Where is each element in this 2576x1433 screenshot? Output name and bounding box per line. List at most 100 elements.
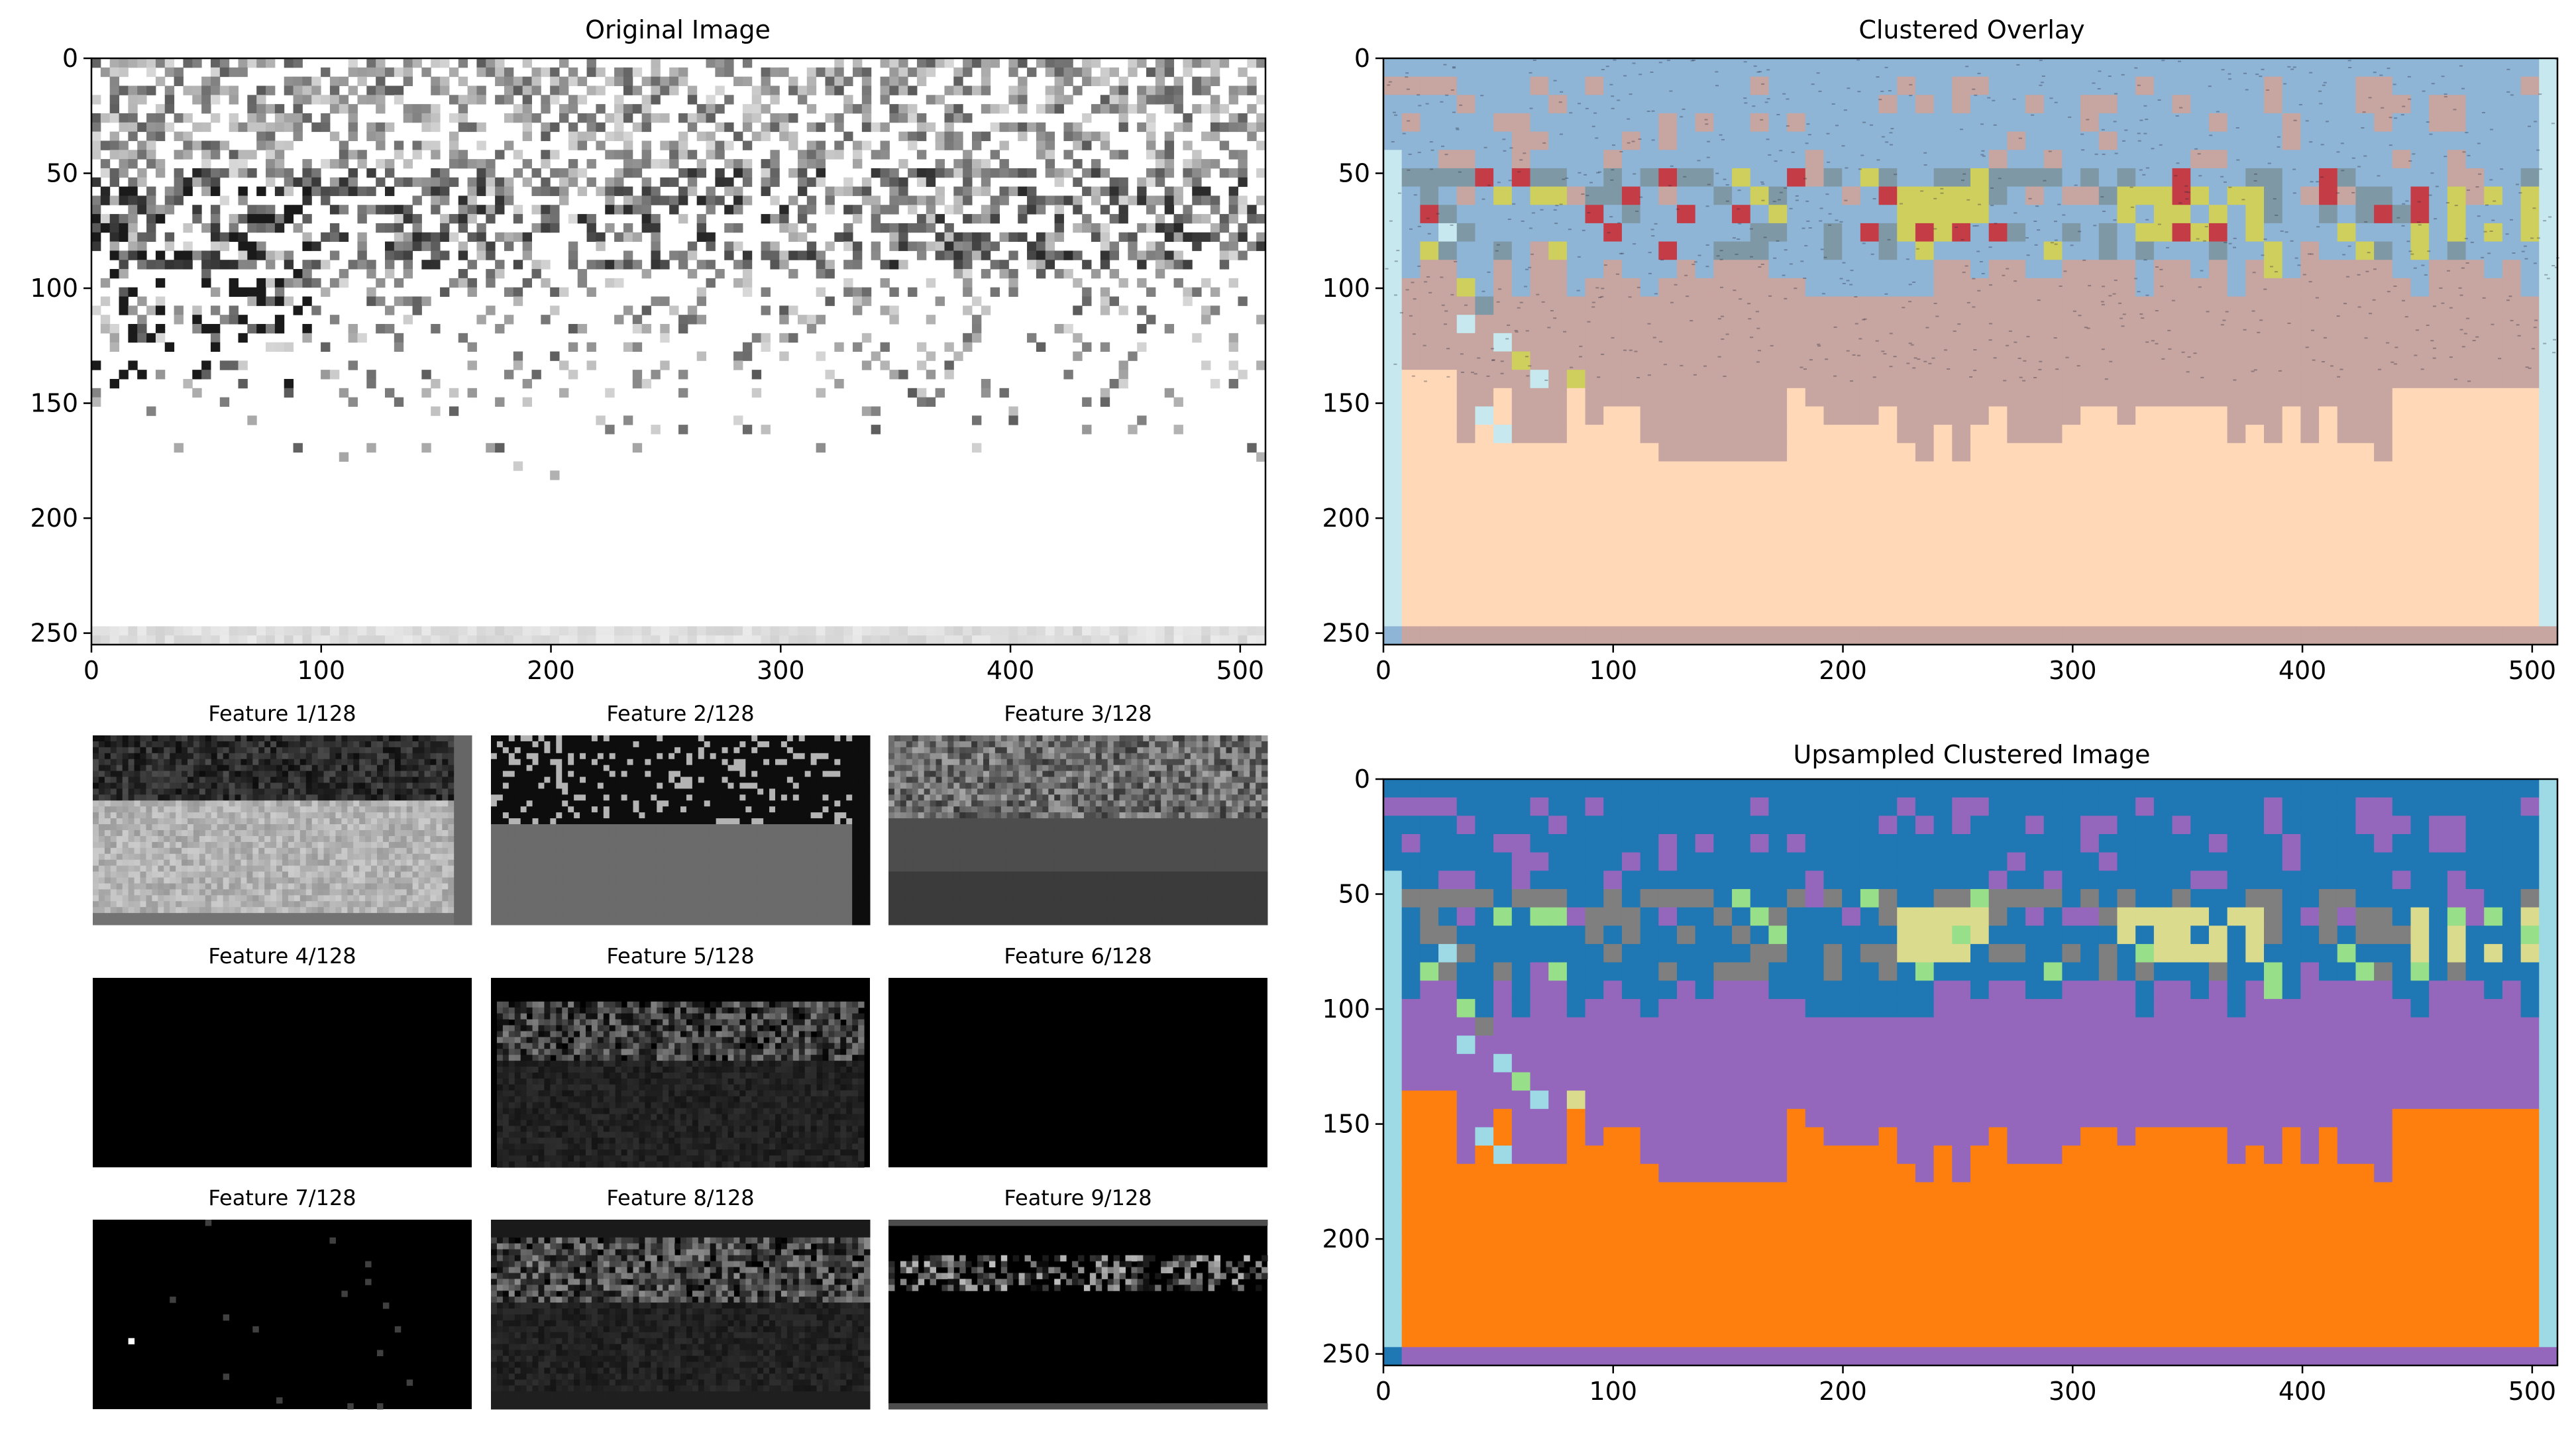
overlay-cell: [2172, 480, 2191, 499]
overlay-cell: [2319, 315, 2338, 334]
overlay-cell: [1713, 590, 1733, 609]
original-pixel: [696, 260, 707, 270]
original-pixel: [999, 104, 1009, 114]
overlay-cell: [1640, 480, 1659, 499]
original-pixel: [91, 626, 101, 636]
overlay-speckle: [1719, 258, 1723, 260]
original-pixel: [1210, 223, 1220, 233]
overlay-cell: [2062, 571, 2081, 590]
original-pixel: [458, 250, 468, 260]
original-pixel: [889, 195, 899, 205]
original-pixel: [641, 305, 651, 315]
original-pixel: [219, 58, 230, 68]
overlay-cell: [2465, 333, 2485, 352]
overlay-cell: [2429, 571, 2448, 590]
overlay-cell: [1970, 296, 1990, 315]
original-pixel: [1054, 205, 1064, 215]
overlay-speckle: [1611, 95, 1615, 97]
original-pixel: [348, 333, 358, 343]
original-pixel: [843, 95, 853, 105]
original-pixel: [440, 250, 450, 260]
overlay-cell: [2245, 626, 2265, 645]
overlay-cell: [2043, 58, 2063, 78]
overlay-speckle: [1498, 288, 1502, 290]
overlay-cell: [2282, 296, 2301, 315]
original-pixel: [1173, 214, 1183, 224]
original-pixel: [678, 626, 688, 636]
overlay-cell: [2135, 535, 2155, 554]
overlay-cell: [1475, 571, 1494, 590]
original-pixel: [238, 150, 248, 160]
overlay-cell: [1493, 516, 1513, 535]
original-pixel: [724, 223, 734, 233]
overlay-cell: [2337, 296, 2357, 315]
overlay-cell: [1823, 58, 1843, 78]
overlay-speckle: [1705, 205, 1709, 207]
overlay-cell: [2484, 443, 2503, 462]
original-pixel: [1091, 186, 1101, 196]
overlay-cell: [2374, 223, 2393, 242]
overlay-cell: [1401, 626, 1421, 645]
overlay-speckle: [1933, 197, 1937, 199]
original-pixel: [724, 58, 734, 68]
overlay-speckle: [2100, 301, 2104, 303]
original-pixel: [1146, 122, 1156, 133]
original-pixel: [1018, 95, 1028, 105]
original-pixel: [1137, 186, 1147, 196]
overlay-cell: [1420, 406, 1439, 425]
overlay-speckle: [1553, 317, 1557, 319]
overlay-cell: [1603, 590, 1623, 609]
original-pixel: [531, 186, 541, 196]
overlay-speckle: [1530, 253, 1534, 255]
original-pixel: [963, 333, 973, 343]
original-pixel: [926, 635, 936, 645]
original-pixel: [1228, 241, 1238, 251]
original-pixel: [192, 305, 202, 315]
original-pixel: [825, 113, 835, 123]
original-pixel: [431, 186, 441, 196]
overlay-cell: [2062, 626, 2081, 645]
original-pixel: [1128, 635, 1138, 645]
overlay-speckle: [2278, 370, 2282, 372]
overlay-cell: [1530, 131, 1549, 150]
original-pixel: [229, 260, 239, 270]
original-pixel: [916, 150, 927, 160]
overlay-cell: [1621, 76, 1641, 95]
overlay-cell: [1677, 370, 1696, 389]
overlay-cell: [1878, 278, 1898, 297]
overlay-cell: [2392, 168, 2412, 187]
overlay-cell: [1952, 58, 1971, 78]
original-pixel: [339, 232, 349, 242]
overlay-speckle: [2062, 214, 2066, 216]
original-pixel: [531, 269, 541, 279]
overlay-speckle: [1595, 287, 1599, 289]
overlay-cell: [2392, 425, 2412, 444]
original-pixel: [339, 452, 349, 462]
overlay-cell: [2465, 58, 2485, 78]
overlay-cell: [1988, 351, 2008, 370]
overlay-cell: [1768, 278, 1788, 297]
overlay-speckle: [1716, 255, 1720, 257]
original-pixel: [843, 131, 853, 141]
original-pixel: [164, 122, 175, 133]
original-pixel: [871, 214, 881, 224]
overlay-cell: [2282, 535, 2301, 554]
overlay-cell: [1732, 498, 1751, 517]
overlay-speckle: [1583, 174, 1587, 176]
overlay-cell: [2447, 535, 2467, 554]
original-pixel: [660, 140, 670, 150]
overlay-cell: [1475, 296, 1494, 315]
overlay-cell: [1603, 498, 1623, 517]
overlay-speckle: [1850, 270, 1854, 272]
overlay-cell: [2539, 608, 2558, 627]
original-pixel: [431, 205, 441, 215]
overlay-cell: [1750, 571, 1770, 590]
original-pixel: [880, 140, 890, 150]
original-pixel: [605, 186, 615, 196]
overlay-speckle: [2481, 256, 2485, 258]
overlay-speckle: [1883, 353, 1887, 355]
original-pixel: [1247, 443, 1257, 453]
original-pixel: [421, 232, 431, 242]
original-pixel: [210, 76, 221, 86]
original-pixel: [1173, 397, 1183, 407]
